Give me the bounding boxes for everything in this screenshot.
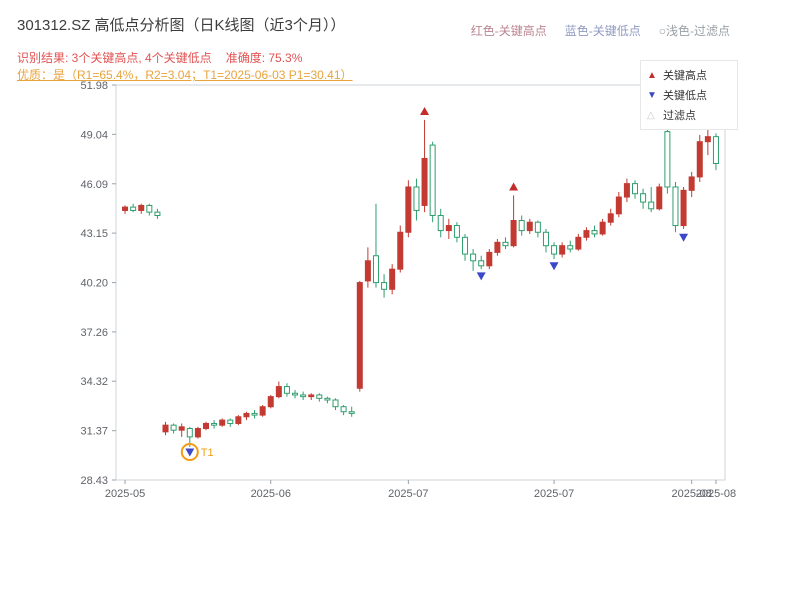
svg-text:46.09: 46.09 [80,179,108,191]
svg-text:31.37: 31.37 [80,426,108,438]
svg-text:34.32: 34.32 [80,376,108,388]
legend-item-key-high: ▲ 关键高点 [647,65,731,85]
triangle-down-icon: ▼ [647,89,657,101]
legend-item-key-low: ▼ 关键低点 [647,85,731,105]
triangle-hollow-icon: △ [647,109,655,121]
svg-text:43.15: 43.15 [80,228,108,240]
legend-label: 关键高点 [663,70,707,82]
legend-label: 过滤点 [663,110,696,122]
svg-text:2025-05: 2025-05 [105,488,145,500]
svg-text:T1: T1 [201,447,214,459]
quality-summary: 优质：是（R1=65.4%，R2=3.04；T1=2025-06-03 P1=3… [17,68,353,82]
inline-legend-filtered: ○浅色-过滤点 [658,24,730,38]
inline-legend-key-low: 蓝色-关键低点 [564,24,641,38]
svg-text:2025-08: 2025-08 [671,488,711,500]
svg-text:2025-06: 2025-06 [251,488,291,500]
inline-legend-key-high: 红色-关键高点 [470,24,547,38]
svg-text:2025-08: 2025-08 [696,488,736,500]
page-title: 301312.SZ 高低点分析图（日K线图（近3个月）） [17,17,346,34]
result-text: 识别结果: 3个关键高点, 4个关键低点 [17,51,212,65]
chart-legend: ▲ 关键高点 ▼ 关键低点 △ 过滤点 [640,60,738,130]
svg-text:37.26: 37.26 [80,327,108,339]
legend-item-filtered: △ 过滤点 [647,105,731,125]
triangle-up-icon: ▲ [647,69,657,81]
accuracy-text: 准确度: 75.3% [225,51,303,65]
svg-text:49.04: 49.04 [80,129,108,141]
svg-text:2025-07: 2025-07 [388,488,428,500]
inline-legend: 红色-关键高点 蓝色-关键低点 ○浅色-过滤点 [453,22,730,39]
recognition-result: 识别结果: 3个关键高点, 4个关键低点 准确度: 75.3% [17,49,302,66]
svg-text:28.43: 28.43 [80,475,108,487]
svg-text:2025-07: 2025-07 [534,488,574,500]
legend-label: 关键低点 [663,90,707,102]
svg-text:51.98: 51.98 [80,80,108,92]
svg-text:40.20: 40.20 [80,278,108,290]
